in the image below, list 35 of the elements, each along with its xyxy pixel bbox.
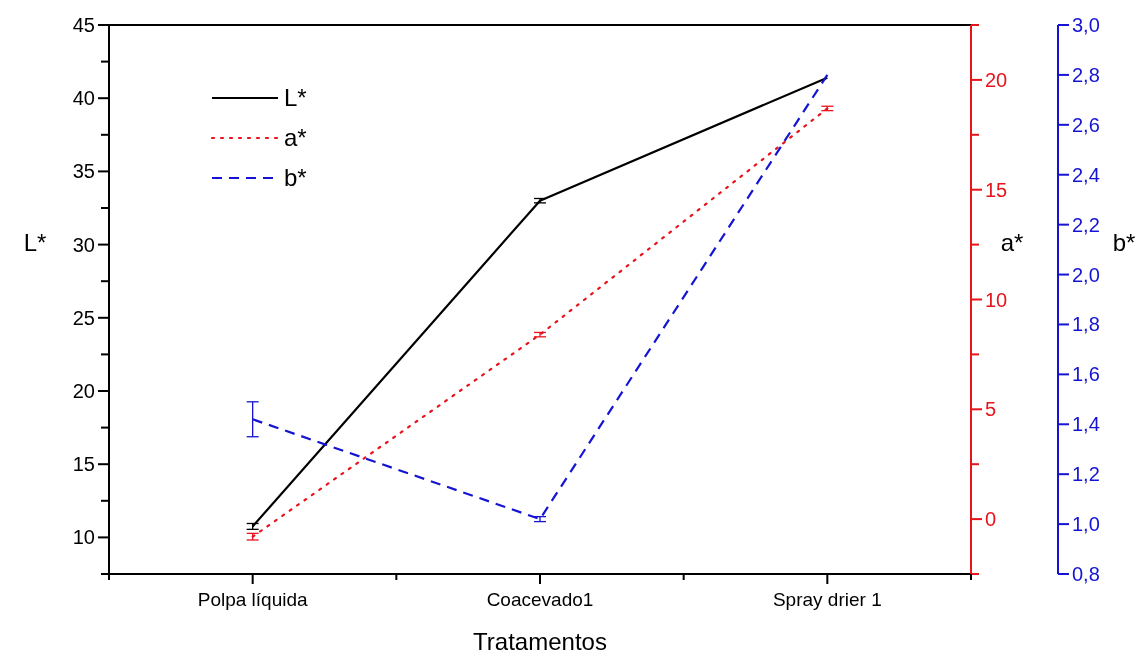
y-tick-label: 20 <box>72 380 95 402</box>
y3-tick-label: 1,4 <box>1072 413 1100 436</box>
y2-tick-label: 5 <box>985 398 997 421</box>
y-tick-label: 10 <box>72 526 95 549</box>
x-tick-label: Polpa líquida <box>197 589 309 610</box>
y-axis-title: L* <box>23 228 47 256</box>
y3-tick-label: 2,4 <box>1072 163 1100 186</box>
y-tick-label: 40 <box>72 87 95 110</box>
y3-tick-label: 1,8 <box>1072 313 1100 336</box>
y3-tick-label: 2,6 <box>1072 113 1100 136</box>
legend-label: b* <box>284 164 307 192</box>
y-tick-label: 35 <box>72 160 95 183</box>
x-tick-label: Coacevado1 <box>486 589 594 610</box>
x-axis-title: Tratamentos <box>473 628 607 655</box>
y2-tick-label: 15 <box>985 178 1008 201</box>
x-tick-label: Spray drier 1 <box>772 589 882 610</box>
y3-tick-label: 1,0 <box>1072 513 1100 536</box>
legend-label: L* <box>284 84 307 112</box>
y-tick-label: 25 <box>72 306 95 329</box>
y-tick-label: 15 <box>72 453 95 476</box>
y-tick-label: 45 <box>72 14 95 36</box>
y2-tick-label: 20 <box>985 68 1008 91</box>
legend-label: a* <box>284 124 307 152</box>
y-tick-label: 30 <box>72 233 95 256</box>
y3-tick-label: 1,6 <box>1072 363 1100 386</box>
y3-tick-label: 3,0 <box>1072 14 1100 36</box>
y2-axis-title: a* <box>1000 228 1024 256</box>
y3-tick-label: 2,8 <box>1072 63 1100 86</box>
y3-tick-label: 0,8 <box>1072 563 1100 585</box>
y3-tick-label: 2,0 <box>1072 263 1100 286</box>
y3-tick-label: 1,2 <box>1072 463 1100 486</box>
y2-tick-label: 10 <box>985 288 1008 311</box>
y2-tick-label: 0 <box>985 508 997 531</box>
y3-tick-label: 2,2 <box>1072 213 1100 236</box>
y3-axis-title: b* <box>1112 228 1136 256</box>
